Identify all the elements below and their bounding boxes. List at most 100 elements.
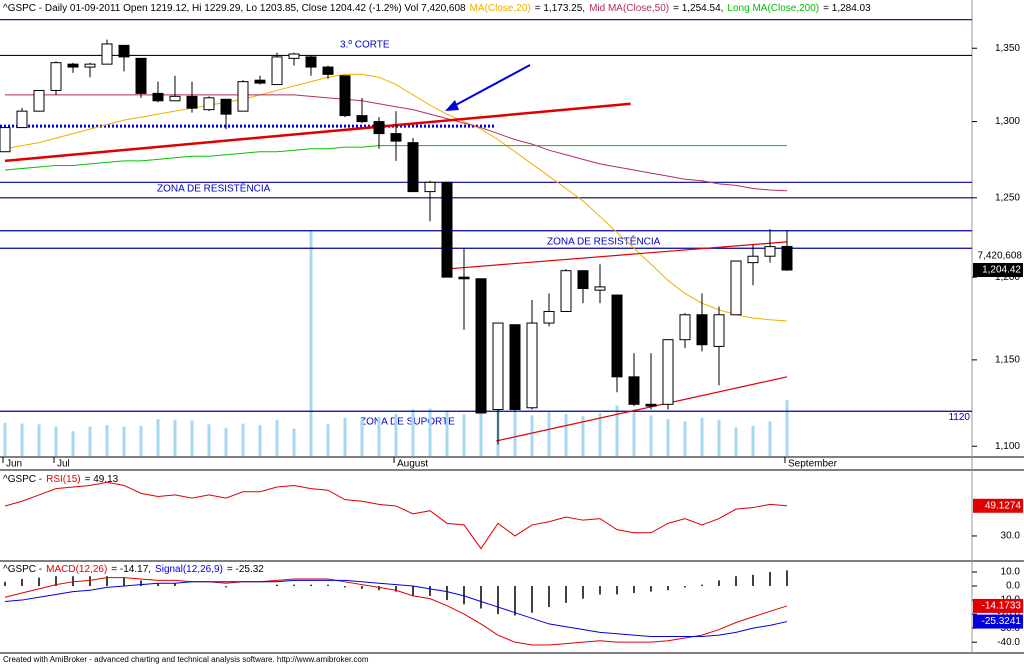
volume-bar [768,421,772,456]
legend-entry: MA(Close,20) [470,3,531,14]
annotation: 3.º CORTE [340,40,390,51]
candle-body [50,62,62,91]
header-title: ^GSPC - Daily 01-09-2011 Open 1219.12, H… [3,3,466,14]
volume-bar [292,428,296,456]
volume-bar [700,417,704,456]
level-label: 1120 [948,412,970,423]
volume-bar [530,415,534,456]
value-box [973,498,1023,513]
legend-entry: Mid MA(Close,50) [589,3,669,14]
volume-bar [122,426,126,456]
y-tick-label: 0.0 [1006,581,1020,592]
series-line [4,481,788,550]
volume-bar [241,423,245,456]
candle-body [458,276,470,280]
volume-bar [3,422,7,456]
x-tick-label: Jun [6,459,22,470]
volume-bar [258,425,262,456]
volume-bar [275,419,279,456]
candle-body [713,314,725,347]
legend-entry: MACD(12,26) [46,564,107,575]
series-line [5,94,788,192]
candle-body [543,310,555,324]
x-tick-label: September [788,459,838,470]
y-tick-label: 1,250 [995,192,1020,203]
candle-body [186,95,198,109]
volume-bar [666,419,670,456]
volume-bar [377,416,381,456]
annotation: ZONA DE RESISTÊNCIA [157,182,271,195]
volume-bar [479,407,483,456]
value-box-label: -14.1733 [982,601,1022,612]
volume-bar [105,425,109,456]
y-tick-label: 1,300 [995,116,1020,127]
legend-entry: Signal(12,26,9) [155,564,223,575]
candle-body [526,322,538,409]
candle-body [764,246,776,257]
y-tick-label: 10.0 [1001,567,1021,578]
candle-body [662,339,674,405]
volume-bar [139,425,143,456]
value-box-label: 1,204.42 [982,265,1021,276]
volume-bar [734,427,738,456]
volume-label: 7,420,608 [978,251,1023,262]
x-tick-label: August [397,459,428,470]
panel-header: ^GSPC - MACD(12,26) = -14.17, Signal(12,26,… [3,564,264,575]
candle-body [594,286,606,291]
volume-bar [343,417,347,456]
candle-body [373,121,385,135]
candle-body [645,403,657,407]
candle-body [220,98,232,115]
volume-bar [564,413,568,456]
arrow-shaft [451,64,531,108]
annotation: ZONA DE RESISTÊNCIA [547,235,661,248]
candle-body [118,44,130,58]
candle-body [169,95,181,102]
volume-bar [207,424,211,456]
volume-bar [462,414,466,456]
volume-bar [88,426,92,456]
volume-bar [71,431,75,456]
series-line [4,577,788,646]
candle-body [322,66,334,75]
volume-bar [513,411,517,456]
arrow [445,64,531,111]
value-box-label: 49.1274 [985,500,1022,511]
value-box [973,263,1023,278]
volume-bar [20,423,24,456]
volume-bar [394,413,398,456]
volume-bar [581,416,585,456]
volume-bar [615,405,619,456]
volume-bar [54,426,58,456]
y-tick-label: -40.0 [997,637,1020,648]
volume-bar [326,424,330,456]
y-tick-label: 30.0 [1001,531,1021,542]
panel-header: ^GSPC - RSI(15) = 49.13 [3,474,119,485]
legend-value: = 1,254.54, [673,3,723,14]
candle-body [356,115,368,123]
candle-body [747,255,759,264]
legend-value: = 1,284.03 [823,3,871,14]
header-title: ^GSPC - [3,564,42,575]
candle-body [492,322,504,411]
volume-bar [445,410,449,456]
legend-entry: RSI(15) [46,474,80,485]
footer: Created with AmiBroker - advanced charti… [3,655,369,664]
candle-body [152,92,164,102]
series-line [4,73,788,322]
y-tick-label: 1,100 [995,441,1020,452]
candle-body [33,89,45,112]
trend-line [445,241,788,270]
volume-bar [785,400,789,456]
volume-bar [156,419,160,456]
header-title: ^GSPC - [3,474,42,485]
candle-body [509,324,521,411]
candle-body [305,56,317,68]
candle-body [475,278,487,414]
candle-body [67,63,79,68]
candle-body [781,245,793,271]
legend-value: = 1,173.25, [535,3,585,14]
volume-bar [309,230,313,456]
